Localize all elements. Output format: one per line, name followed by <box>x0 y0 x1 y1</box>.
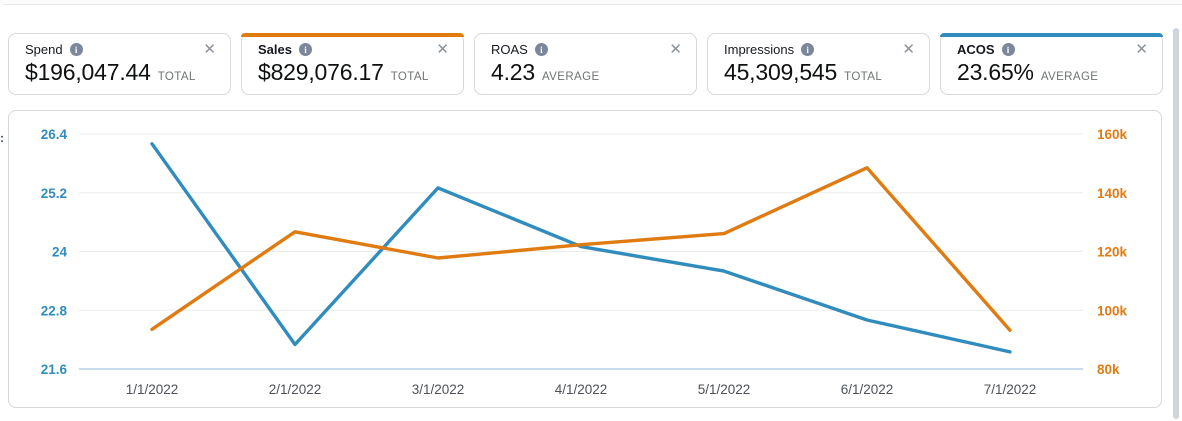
right-axis-tick-label: 80k <box>1097 362 1120 377</box>
clipped-axis-label-fragment: : <box>0 131 4 145</box>
metric-value: 23.65% <box>957 59 1034 85</box>
x-axis-tick-label: 6/1/2022 <box>841 382 894 397</box>
metric-value: $196,047.44 <box>25 59 151 85</box>
close-icon[interactable]: ✕ <box>436 41 449 58</box>
x-axis-tick-label: 4/1/2022 <box>555 382 608 397</box>
left-axis-tick-label: 25.2 <box>41 186 67 201</box>
left-axis-tick-label: 24 <box>52 245 68 260</box>
vertical-scrollbar[interactable] <box>1173 28 1179 419</box>
close-icon[interactable]: ✕ <box>1135 41 1148 58</box>
close-icon[interactable]: ✕ <box>902 41 915 58</box>
metric-unit: AVERAGE <box>1040 71 1099 83</box>
metric-value: 45,309,545 <box>724 59 838 85</box>
right-axis-tick-label: 140k <box>1097 186 1128 201</box>
metric-label: Spend <box>25 42 63 57</box>
metric-label: Sales <box>258 42 292 57</box>
left-axis-tick-label: 21.6 <box>41 362 68 377</box>
left-axis-tick-label: 22.8 <box>41 303 68 318</box>
card-value-row: $196,047.44 TOTAL <box>25 59 216 86</box>
card-header: Spend i ✕ <box>25 42 216 57</box>
close-icon[interactable]: ✕ <box>669 41 682 58</box>
card-header: ACOS i ✕ <box>957 42 1148 57</box>
metric-label: Impressions <box>724 42 795 57</box>
card-header: ROAS i ✕ <box>491 42 682 57</box>
metric-unit: TOTAL <box>157 71 196 83</box>
metric-value: 4.23 <box>491 59 535 85</box>
info-icon[interactable]: i <box>69 43 83 56</box>
metric-unit: TOTAL <box>844 71 883 83</box>
chart-card: 26.4 160k 25.2 140k 24 120k 22.8 100k 21.6 80k 1/1… <box>8 110 1162 408</box>
metric-unit: TOTAL <box>390 71 429 83</box>
metric-card-roas[interactable]: ROAS i ✕ 4.23 AVERAGE <box>474 33 697 95</box>
card-header: Impressions i ✕ <box>724 42 915 57</box>
info-icon[interactable]: i <box>298 43 312 56</box>
metric-label: ROAS <box>491 42 528 57</box>
info-icon[interactable]: i <box>1001 43 1015 56</box>
info-icon[interactable]: i <box>534 43 548 56</box>
metric-value: $829,076.17 <box>258 59 384 85</box>
dual-axis-line-chart[interactable]: 26.4 160k 25.2 140k 24 120k 22.8 100k 21.6 80k 1/1… <box>9 111 1161 407</box>
left-axis-tick-label: 26.4 <box>41 127 68 142</box>
header-divider <box>0 0 1182 5</box>
card-value-row: 4.23 AVERAGE <box>491 59 682 86</box>
right-axis-tick-label: 160k <box>1097 127 1128 142</box>
x-axis-tick-label: 5/1/2022 <box>698 382 751 397</box>
close-icon[interactable]: ✕ <box>203 41 216 58</box>
info-icon[interactable]: i <box>801 43 815 56</box>
x-axis-tick-label: 1/1/2022 <box>126 382 179 397</box>
x-axis-tick-label: 3/1/2022 <box>412 382 465 397</box>
metric-card-spend[interactable]: Spend i ✕ $196,047.44 TOTAL <box>8 33 231 95</box>
x-axis-tick-label: 2/1/2022 <box>269 382 322 397</box>
card-header: Sales i ✕ <box>258 42 449 57</box>
right-axis-tick-label: 100k <box>1097 303 1128 318</box>
card-value-row: $829,076.17 TOTAL <box>258 59 449 86</box>
metric-card-acos[interactable]: ACOS i ✕ 23.65% AVERAGE <box>940 33 1163 95</box>
metric-card-impressions[interactable]: Impressions i ✕ 45,309,545 TOTAL <box>707 33 930 95</box>
card-value-row: 23.65% AVERAGE <box>957 59 1148 86</box>
x-axis-tick-label: 7/1/2022 <box>984 382 1037 397</box>
sales-line-series[interactable] <box>150 166 1012 332</box>
metric-cards-row: Spend i ✕ $196,047.44 TOTAL Sales i ✕ $8… <box>8 33 1163 95</box>
metric-card-sales[interactable]: Sales i ✕ $829,076.17 TOTAL <box>241 33 464 95</box>
acos-line-series[interactable] <box>150 142 1012 354</box>
card-value-row: 45,309,545 TOTAL <box>724 59 915 86</box>
metric-label: ACOS <box>957 42 995 57</box>
right-axis-tick-label: 120k <box>1097 245 1128 260</box>
metric-unit: AVERAGE <box>541 71 600 83</box>
